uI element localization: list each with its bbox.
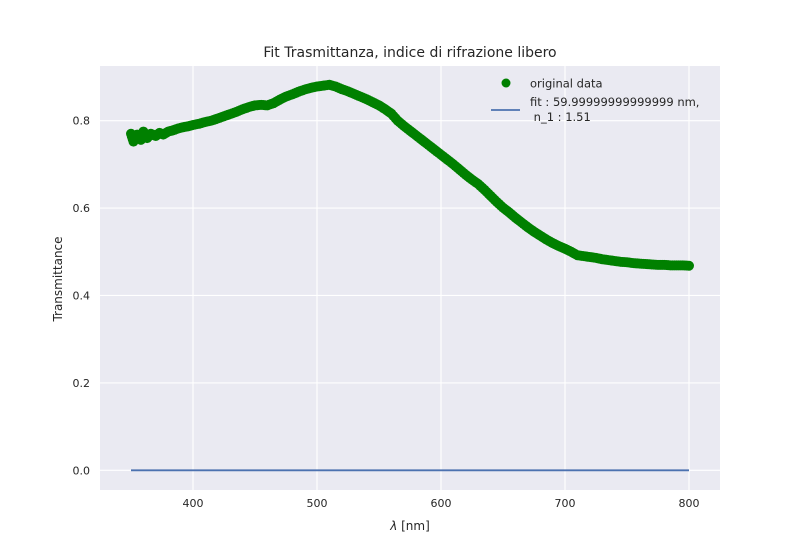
legend-label-data: original data xyxy=(530,77,603,91)
data-point xyxy=(684,260,694,271)
y-tick-label: 0.2 xyxy=(73,377,91,390)
y-tick-label: 0.8 xyxy=(73,115,91,128)
y-tick-label: 0.0 xyxy=(73,464,91,477)
chart-title: Fit Trasmittanza, indice di rifrazione l… xyxy=(263,45,556,61)
x-axis-symbol: λ xyxy=(389,519,397,533)
x-tick-label: 500 xyxy=(307,497,328,510)
x-tick-label: 700 xyxy=(555,497,576,510)
legend: original data fit : 59.99999999999999 nm… xyxy=(491,77,699,124)
x-tick-label: 400 xyxy=(183,497,204,510)
legend-label-fit-line2: n_1 : 1.51 xyxy=(530,110,591,124)
x-axis-label: λ [nm] xyxy=(389,519,430,533)
legend-marker-data xyxy=(501,78,511,88)
y-tick-label: 0.6 xyxy=(73,202,91,215)
legend-label-fit-line1: fit : 59.99999999999999 nm, xyxy=(530,95,699,109)
data-series xyxy=(126,79,694,271)
y-tick-label: 0.4 xyxy=(73,289,91,302)
y-axis-label: Transmittance xyxy=(51,236,65,322)
x-tick-label: 800 xyxy=(679,497,700,510)
x-tick-label: 600 xyxy=(431,497,452,510)
x-axis-unit: [nm] xyxy=(401,519,430,533)
tick-labels: 400 500 600 700 800 0.0 0.2 0.4 0.6 0.8 xyxy=(73,115,700,510)
